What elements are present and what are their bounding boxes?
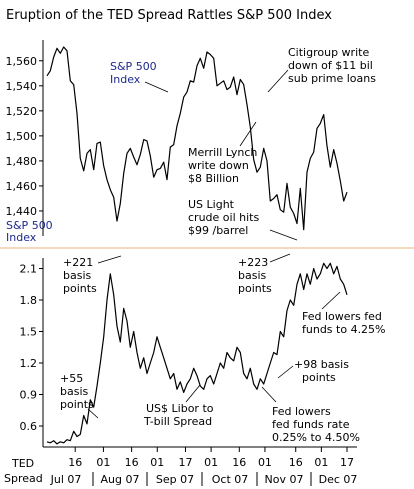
top-y-label-line-1: S&P 500 bbox=[6, 219, 53, 232]
note-55-line-3: points bbox=[60, 398, 94, 411]
oil-note-line-2: crude oil hits bbox=[188, 211, 259, 224]
fed-425-note-leader bbox=[321, 291, 341, 310]
top-y-label-line-2: Index bbox=[6, 231, 37, 244]
note-55-leader bbox=[87, 408, 99, 419]
x-tick-label: 01 bbox=[258, 456, 272, 469]
note-223-line-3: points bbox=[238, 282, 272, 295]
note-98-leader bbox=[277, 365, 294, 379]
ted-series-label-line-2: T-bill Spread bbox=[143, 415, 212, 428]
note-55-line-2: basis bbox=[60, 385, 89, 398]
citigroup-note-leader bbox=[267, 69, 289, 93]
note-98-line-1: +98 basis bbox=[294, 358, 349, 371]
bottom-y-tick-label: 1.2 bbox=[20, 357, 38, 370]
x-tick-label: 16 bbox=[232, 456, 246, 469]
x-tick-label: 16 bbox=[68, 456, 82, 469]
month-label: Oct 07 bbox=[212, 473, 249, 486]
fed-425-note-line-2: funds to 4.25% bbox=[302, 323, 386, 336]
x-tick-label: 01 bbox=[204, 456, 218, 469]
fed-450-note-line-3: 0.25% to 4.50% bbox=[272, 431, 360, 444]
ted-series-label-leader bbox=[185, 384, 201, 403]
x-tick-label: 17 bbox=[340, 456, 354, 469]
bottom-y-label-line-1: TED bbox=[11, 457, 34, 470]
top-y-tick-label: 1,480 bbox=[6, 155, 38, 168]
x-axis-month-labels: Jul 07 Aug 07 Sep 07 Oct 07 Nov 07 Dec 07 bbox=[50, 472, 358, 486]
bottom-y-ticks: 2.1 1.8 1.5 1.2 0.9 0.6 bbox=[20, 263, 43, 433]
merrill-note-line-2: write down bbox=[188, 159, 249, 172]
note-223-leader bbox=[269, 253, 291, 263]
x-tick-label: 01 bbox=[150, 456, 164, 469]
note-221-line-3: points bbox=[63, 282, 97, 295]
note-223-line-1: +223 bbox=[238, 256, 268, 269]
month-label: Aug 07 bbox=[101, 473, 140, 486]
x-tick-label: 16 bbox=[289, 456, 303, 469]
fed-450-note-line-1: Fed lowers bbox=[272, 405, 331, 418]
top-y-tick-label: 1,500 bbox=[6, 130, 38, 143]
bottom-y-tick-label: 0.9 bbox=[20, 389, 38, 402]
citigroup-note-line-1: Citigroup write bbox=[288, 46, 369, 59]
citigroup-note-line-3: sub prime loans bbox=[288, 72, 376, 85]
note-221-line-1: +221 bbox=[63, 256, 93, 269]
citigroup-note-line-2: down of $11 bil bbox=[288, 59, 373, 72]
fed-425-note-line-1: Fed lowers fed bbox=[302, 310, 382, 323]
top-y-tick-label: 1,560 bbox=[6, 55, 38, 68]
month-label: Dec 07 bbox=[319, 473, 358, 486]
fed-450-note-line-2: fed funds rate bbox=[272, 418, 350, 431]
top-y-tick-label: 1,440 bbox=[6, 205, 38, 218]
note-55-line-1: +55 bbox=[60, 372, 83, 385]
x-axis-ticks: 16 01 16 01 17 01 16 01 16 01 17 bbox=[68, 447, 354, 469]
sp500-label-leader bbox=[144, 81, 169, 93]
bottom-y-label-line-2: Spread bbox=[4, 472, 43, 485]
ted-series-label-line-1: US$ Libor to bbox=[146, 402, 214, 415]
x-tick-label: 01 bbox=[96, 456, 110, 469]
bottom-y-tick-label: 2.1 bbox=[20, 263, 38, 276]
fed-450-note-leader bbox=[261, 386, 277, 403]
sp500-series-label-line-2: Index bbox=[110, 73, 141, 86]
top-y-tick-label: 1,540 bbox=[6, 80, 38, 93]
top-y-tick-label: 1,460 bbox=[6, 180, 38, 193]
sp500-series-label-line-1: S&P 500 bbox=[110, 60, 157, 73]
x-tick-label: 01 bbox=[314, 456, 328, 469]
merrill-note-line-3: $8 Billion bbox=[188, 172, 239, 185]
x-tick-label: 17 bbox=[178, 456, 192, 469]
top-y-ticks: 1,560 1,540 1,520 1,500 1,480 1,460 1,440 bbox=[6, 55, 43, 218]
oil-note-leader bbox=[269, 229, 298, 241]
oil-note-line-3: $99 /barrel bbox=[188, 224, 248, 237]
merrill-note-leader bbox=[239, 121, 257, 147]
ted-spread-line bbox=[46, 262, 348, 445]
month-label: Jul 07 bbox=[50, 473, 82, 486]
oil-note-line-1: US Light bbox=[188, 198, 235, 211]
chart-title: Eruption of the TED Spread Rattles S&P 5… bbox=[6, 8, 332, 23]
sp500-line bbox=[46, 46, 348, 231]
x-tick-label: 16 bbox=[125, 456, 139, 469]
note-221-leader bbox=[97, 255, 122, 264]
month-label: Nov 07 bbox=[265, 473, 304, 486]
month-label: Sep 07 bbox=[156, 473, 194, 486]
note-221-line-2: basis bbox=[63, 269, 92, 282]
top-y-tick-label: 1,520 bbox=[6, 105, 38, 118]
bottom-y-tick-label: 1.8 bbox=[20, 294, 38, 307]
bottom-y-tick-label: 1.5 bbox=[20, 326, 38, 339]
note-223-line-2: basis bbox=[238, 269, 267, 282]
merrill-note-line-1: Merrill Lynch bbox=[188, 146, 257, 159]
note-98-line-2: points bbox=[302, 371, 336, 384]
bottom-y-tick-label: 0.6 bbox=[20, 420, 38, 433]
